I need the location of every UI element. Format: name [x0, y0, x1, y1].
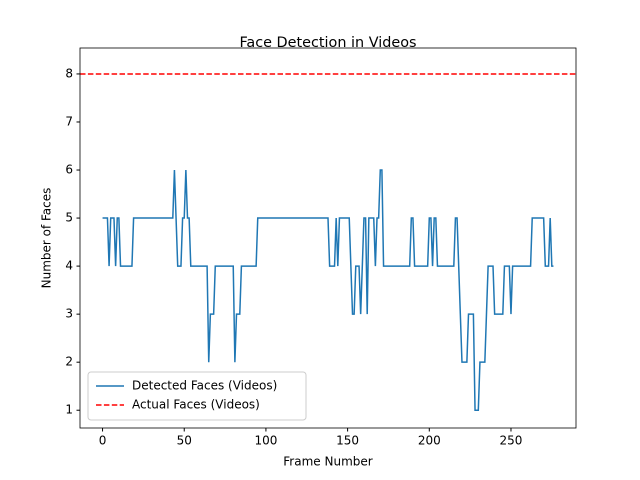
- x-tick-label: 100: [254, 434, 277, 448]
- chart-title: Face Detection in Videos: [239, 35, 416, 51]
- y-axis-label: Number of Faces: [40, 188, 54, 289]
- y-tick-label: 1: [65, 403, 73, 417]
- y-tick-label: 7: [65, 114, 73, 128]
- y-tick-label: 3: [65, 307, 73, 321]
- x-axis-label: Frame Number: [283, 455, 372, 469]
- plot-frame: [79, 47, 577, 429]
- x-tick-label: 200: [418, 434, 441, 448]
- x-tick-label: 150: [336, 434, 359, 448]
- x-tick-label: 250: [500, 434, 523, 448]
- y-tick-label: 4: [65, 259, 73, 273]
- y-tick-label: 6: [65, 163, 73, 177]
- y-tick-label: 8: [65, 66, 73, 80]
- y-tick-label: 2: [65, 355, 73, 369]
- legend-label: Detected Faces (Videos): [132, 379, 277, 393]
- x-tick-label: 0: [99, 434, 107, 448]
- x-tick-label: 50: [177, 434, 192, 448]
- legend-label: Actual Faces (Videos): [132, 398, 260, 412]
- series-line: [102, 169, 554, 411]
- legend-box: [87, 371, 307, 421]
- y-tick-label: 5: [65, 211, 73, 225]
